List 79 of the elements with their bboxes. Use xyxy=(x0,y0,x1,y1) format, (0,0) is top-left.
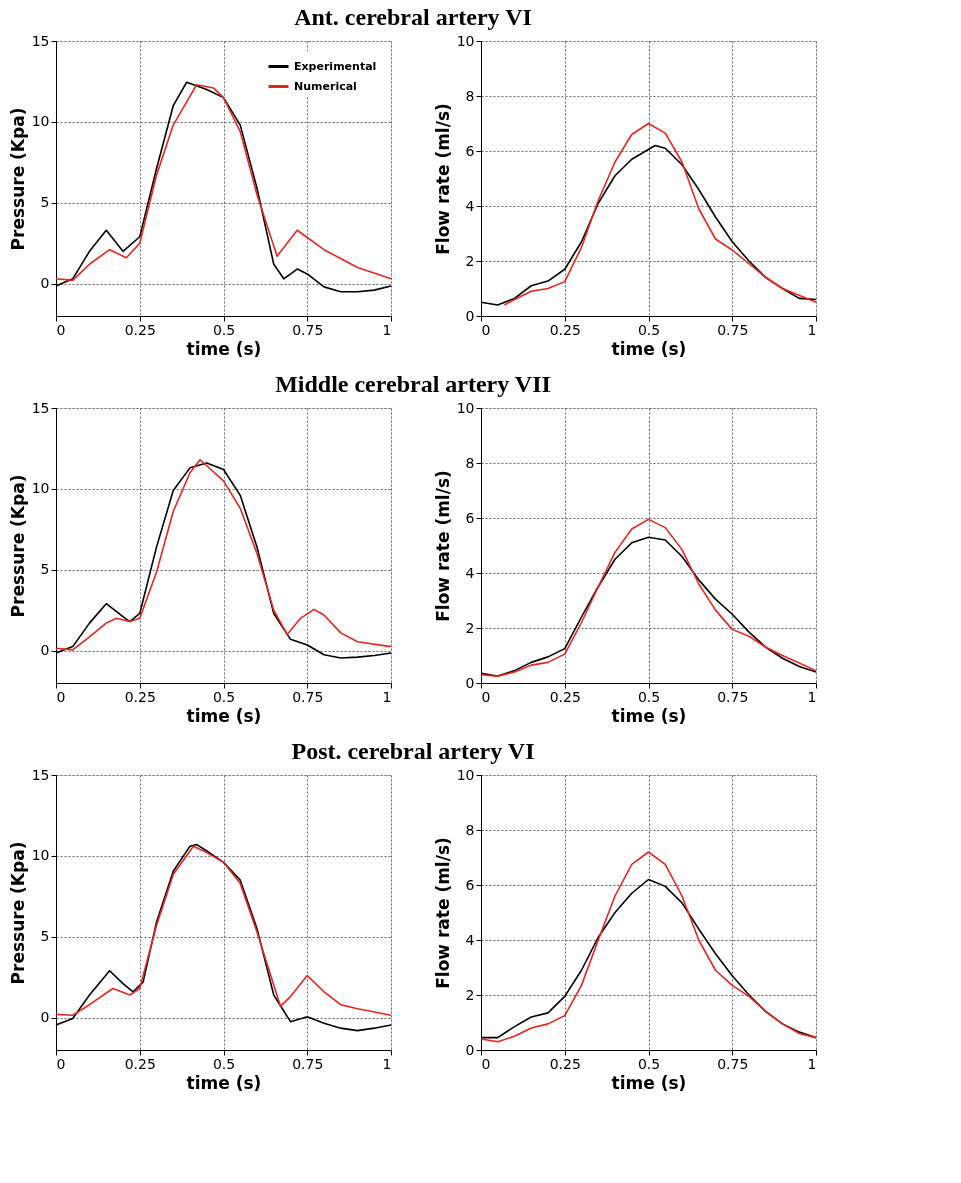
y-axis-title: Pressure (Kpa) xyxy=(7,107,28,251)
y-tick-label: 6 xyxy=(465,142,475,159)
x-axis-title: time (s) xyxy=(611,1072,687,1093)
y-tick-label: 15 xyxy=(31,32,50,49)
x-tick-label: 0.75 xyxy=(292,1055,324,1072)
y-tick-label: 10 xyxy=(31,113,50,130)
y-axis-title: Flow rate (ml/s) xyxy=(432,837,453,989)
chart-title: Middle cerebral artery VII xyxy=(275,370,551,397)
x-axis-title: time (s) xyxy=(611,338,687,359)
x-tick-label: 0.5 xyxy=(637,321,661,338)
x-tick-label: 0 xyxy=(481,321,491,338)
y-tick-label: 4 xyxy=(465,564,475,581)
x-tick-label: 0.75 xyxy=(717,688,749,705)
y-axis-title: Pressure (Kpa) xyxy=(7,474,28,618)
y-tick-label: 5 xyxy=(40,561,50,578)
y-tick-label: 15 xyxy=(31,766,50,783)
x-tick-label: 1 xyxy=(382,321,392,338)
x-tick-label: 0.25 xyxy=(124,688,156,705)
x-tick-label: 0.75 xyxy=(292,688,324,705)
legend-label: Experimental xyxy=(294,59,377,73)
legend-label: Numerical xyxy=(294,79,357,93)
x-tick-label: 0 xyxy=(481,688,491,705)
x-tick-label: 0.75 xyxy=(292,321,324,338)
y-tick-label: 0 xyxy=(465,674,475,691)
y-tick-label: 0 xyxy=(465,307,475,324)
y-tick-label: 10 xyxy=(456,399,475,416)
y-axis-title: Flow rate (ml/s) xyxy=(432,470,453,622)
x-tick-label: 0.75 xyxy=(717,1055,749,1072)
y-tick-label: 4 xyxy=(465,197,475,214)
x-tick-label: 0 xyxy=(56,321,66,338)
y-axis-title: Flow rate (ml/s) xyxy=(432,103,453,255)
y-tick-label: 0 xyxy=(40,275,50,292)
y-tick-label: 10 xyxy=(31,480,50,497)
line-series xyxy=(480,851,817,1043)
y-tick-label: 2 xyxy=(465,986,475,1003)
x-tick-label: 0.25 xyxy=(549,1055,581,1072)
x-axis-title: time (s) xyxy=(186,1072,262,1093)
y-tick-label: 10 xyxy=(31,847,50,864)
x-tick-label: 0 xyxy=(481,1055,491,1072)
x-axis-title: time (s) xyxy=(611,705,687,726)
x-tick-label: 0 xyxy=(56,1055,66,1072)
x-tick-label: 1 xyxy=(807,688,817,705)
y-tick-label: 6 xyxy=(465,876,475,893)
chart-title: Post. cerebral artery VI xyxy=(291,737,535,764)
y-tick-label: 5 xyxy=(40,194,50,211)
y-tick-label: 2 xyxy=(465,619,475,636)
y-axis-title: Pressure (Kpa) xyxy=(7,841,28,985)
x-tick-label: 0 xyxy=(56,688,66,705)
y-tick-label: 8 xyxy=(465,87,475,104)
y-tick-label: 4 xyxy=(465,931,475,948)
chart-title: Ant. cerebral artery VI xyxy=(294,3,532,30)
x-tick-label: 0.5 xyxy=(212,321,236,338)
y-tick-label: 8 xyxy=(465,454,475,471)
x-tick-label: 0.5 xyxy=(212,688,236,705)
x-tick-label: 0.5 xyxy=(212,1055,236,1072)
x-tick-label: 1 xyxy=(382,1055,392,1072)
y-tick-label: 10 xyxy=(456,32,475,49)
y-tick-label: 0 xyxy=(40,642,50,659)
y-tick-label: 10 xyxy=(456,766,475,783)
y-tick-label: 0 xyxy=(465,1041,475,1058)
x-tick-label: 0.5 xyxy=(637,688,661,705)
y-tick-label: 2 xyxy=(465,252,475,269)
x-tick-label: 0.25 xyxy=(549,321,581,338)
x-tick-label: 0.25 xyxy=(124,1055,156,1072)
line-series xyxy=(503,122,817,306)
x-tick-label: 1 xyxy=(807,321,817,338)
x-tick-label: 0.5 xyxy=(637,1055,661,1072)
x-tick-label: 1 xyxy=(807,1055,817,1072)
y-tick-label: 6 xyxy=(465,509,475,526)
x-tick-label: 0.25 xyxy=(549,688,581,705)
x-axis-title: time (s) xyxy=(186,338,262,359)
x-tick-label: 0.25 xyxy=(124,321,156,338)
x-tick-label: 0.75 xyxy=(717,321,749,338)
y-tick-label: 15 xyxy=(31,399,50,416)
y-tick-label: 5 xyxy=(40,928,50,945)
y-tick-label: 0 xyxy=(40,1009,50,1026)
x-axis-title: time (s) xyxy=(186,705,262,726)
x-tick-label: 1 xyxy=(382,688,392,705)
y-tick-label: 8 xyxy=(465,821,475,838)
